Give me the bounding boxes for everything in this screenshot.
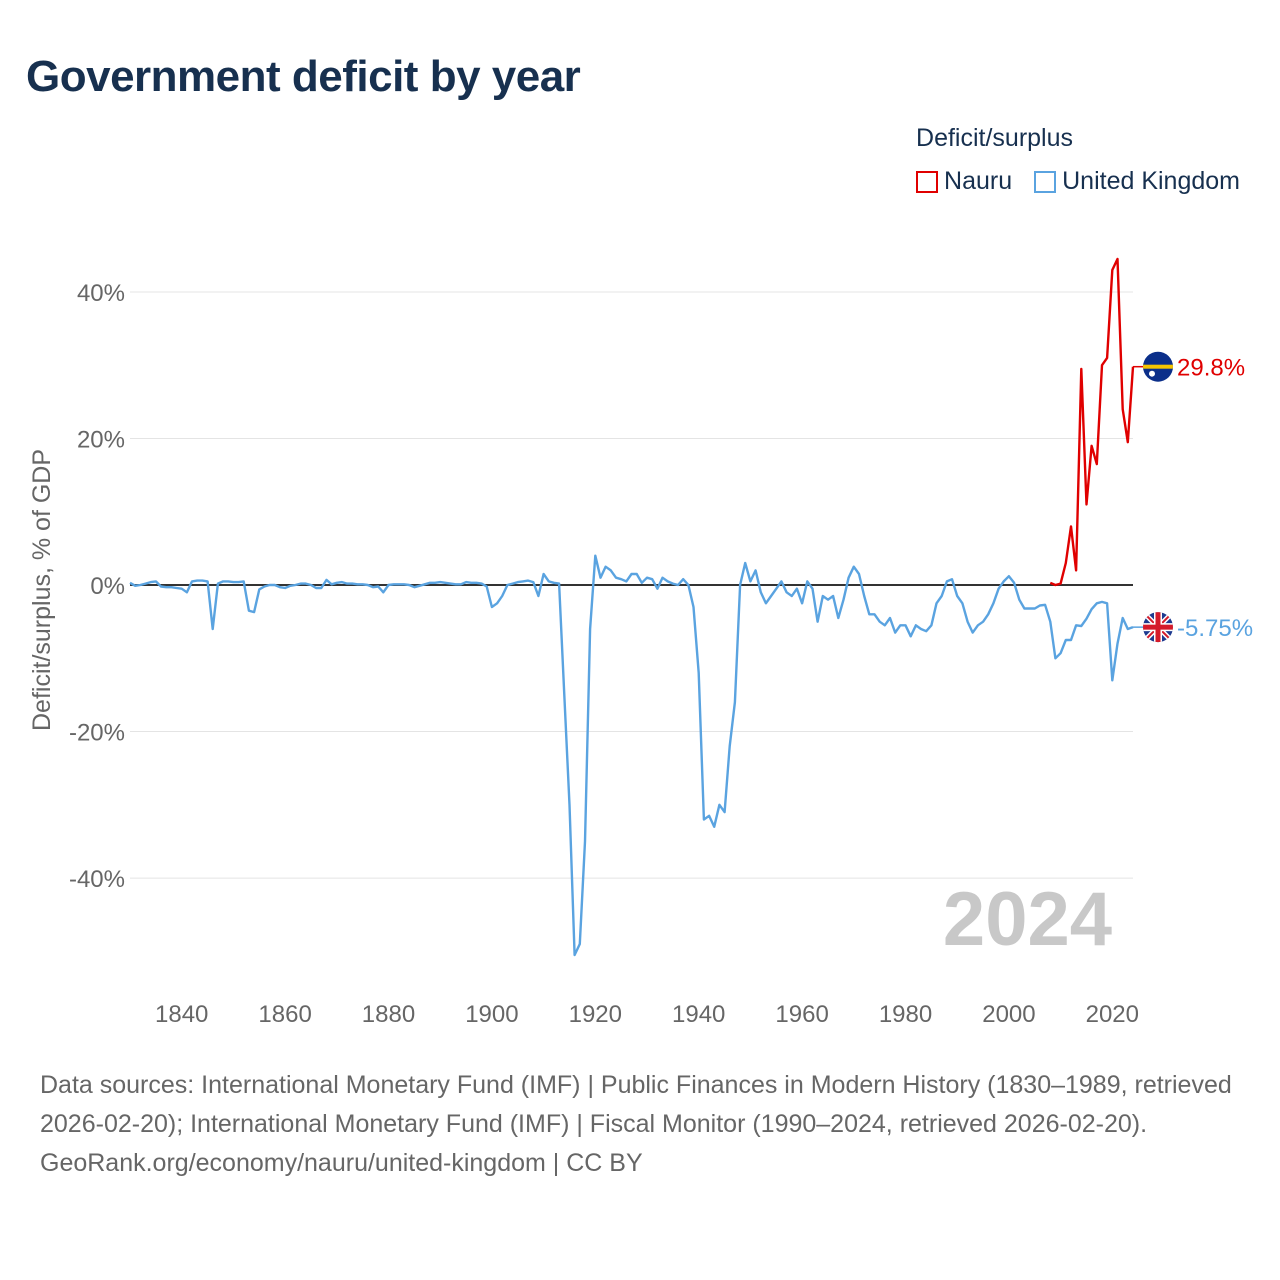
y-tick-label: 0% bbox=[90, 573, 125, 600]
legend-swatch-united-kingdom bbox=[1034, 170, 1057, 193]
y-axis-label: Deficit/surplus, % of GDP bbox=[28, 449, 56, 731]
x-tick-label: 1960 bbox=[775, 1001, 828, 1028]
y-tick-label: -40% bbox=[69, 866, 125, 893]
end-labels: 29.8% -5.75% bbox=[1133, 351, 1253, 643]
x-tick-label: 1900 bbox=[465, 1001, 518, 1028]
x-tick-label: 2020 bbox=[1086, 1001, 1139, 1028]
y-tick-label: 20% bbox=[77, 426, 125, 453]
flag-icon-nauru bbox=[1143, 351, 1173, 382]
legend-title: Deficit/surplus bbox=[916, 124, 1074, 152]
legend: Deficit/surplus Nauru United Kingdom bbox=[916, 124, 1240, 196]
series-line-united-kingdom[interactable] bbox=[129, 554, 1134, 957]
year-watermark: 2024 bbox=[943, 877, 1112, 962]
x-tick-label: 1880 bbox=[362, 1001, 415, 1028]
x-tick-label: 1980 bbox=[879, 1001, 932, 1028]
x-tick-label: 1860 bbox=[258, 1001, 311, 1028]
x-tick-label: 1940 bbox=[672, 1001, 725, 1028]
x-tick-label: 1920 bbox=[569, 1001, 622, 1028]
legend-label-united-kingdom: United Kingdom bbox=[1062, 167, 1240, 195]
data-sources: Data sources: International Monetary Fun… bbox=[40, 1071, 1232, 1138]
y-tick-label: 40% bbox=[77, 280, 125, 307]
chart-title: Government deficit by year bbox=[26, 52, 581, 101]
end-label-united-kingdom: -5.75% bbox=[1177, 615, 1253, 642]
flag-icon-united-kingdom bbox=[1143, 612, 1173, 643]
legend-item-united-kingdom[interactable]: United Kingdom bbox=[1034, 167, 1240, 196]
y-tick-label: -20% bbox=[69, 720, 125, 747]
grid-lines bbox=[130, 291, 1133, 879]
series-line-nauru[interactable] bbox=[1049, 257, 1135, 587]
legend-items: Nauru United Kingdom bbox=[916, 167, 1240, 196]
x-axis-ticks: 1840 1860 1880 1900 1920 1940 1960 1980 2000 2020 bbox=[155, 1001, 1139, 1028]
legend-swatch-nauru bbox=[916, 170, 939, 193]
x-tick-label: 2000 bbox=[982, 1001, 1035, 1028]
legend-item-nauru[interactable]: Nauru bbox=[916, 167, 1012, 196]
line-chart: 2024 40% 20% 0% -20% -40% 1840 1860 1880 1900 19… bbox=[28, 257, 1253, 1028]
end-label-nauru: 29.8% bbox=[1177, 355, 1245, 382]
series-lines bbox=[129, 257, 1135, 957]
footer: Data sources: International Monetary Fun… bbox=[40, 1066, 1240, 1183]
y-axis-ticks: 40% 20% 0% -20% -40% bbox=[69, 280, 125, 893]
credit-link[interactable]: GeoRank.org/economy/nauru/united-kingdom… bbox=[40, 1149, 643, 1177]
x-tick-label: 1840 bbox=[155, 1001, 208, 1028]
legend-label-nauru: Nauru bbox=[944, 167, 1013, 195]
